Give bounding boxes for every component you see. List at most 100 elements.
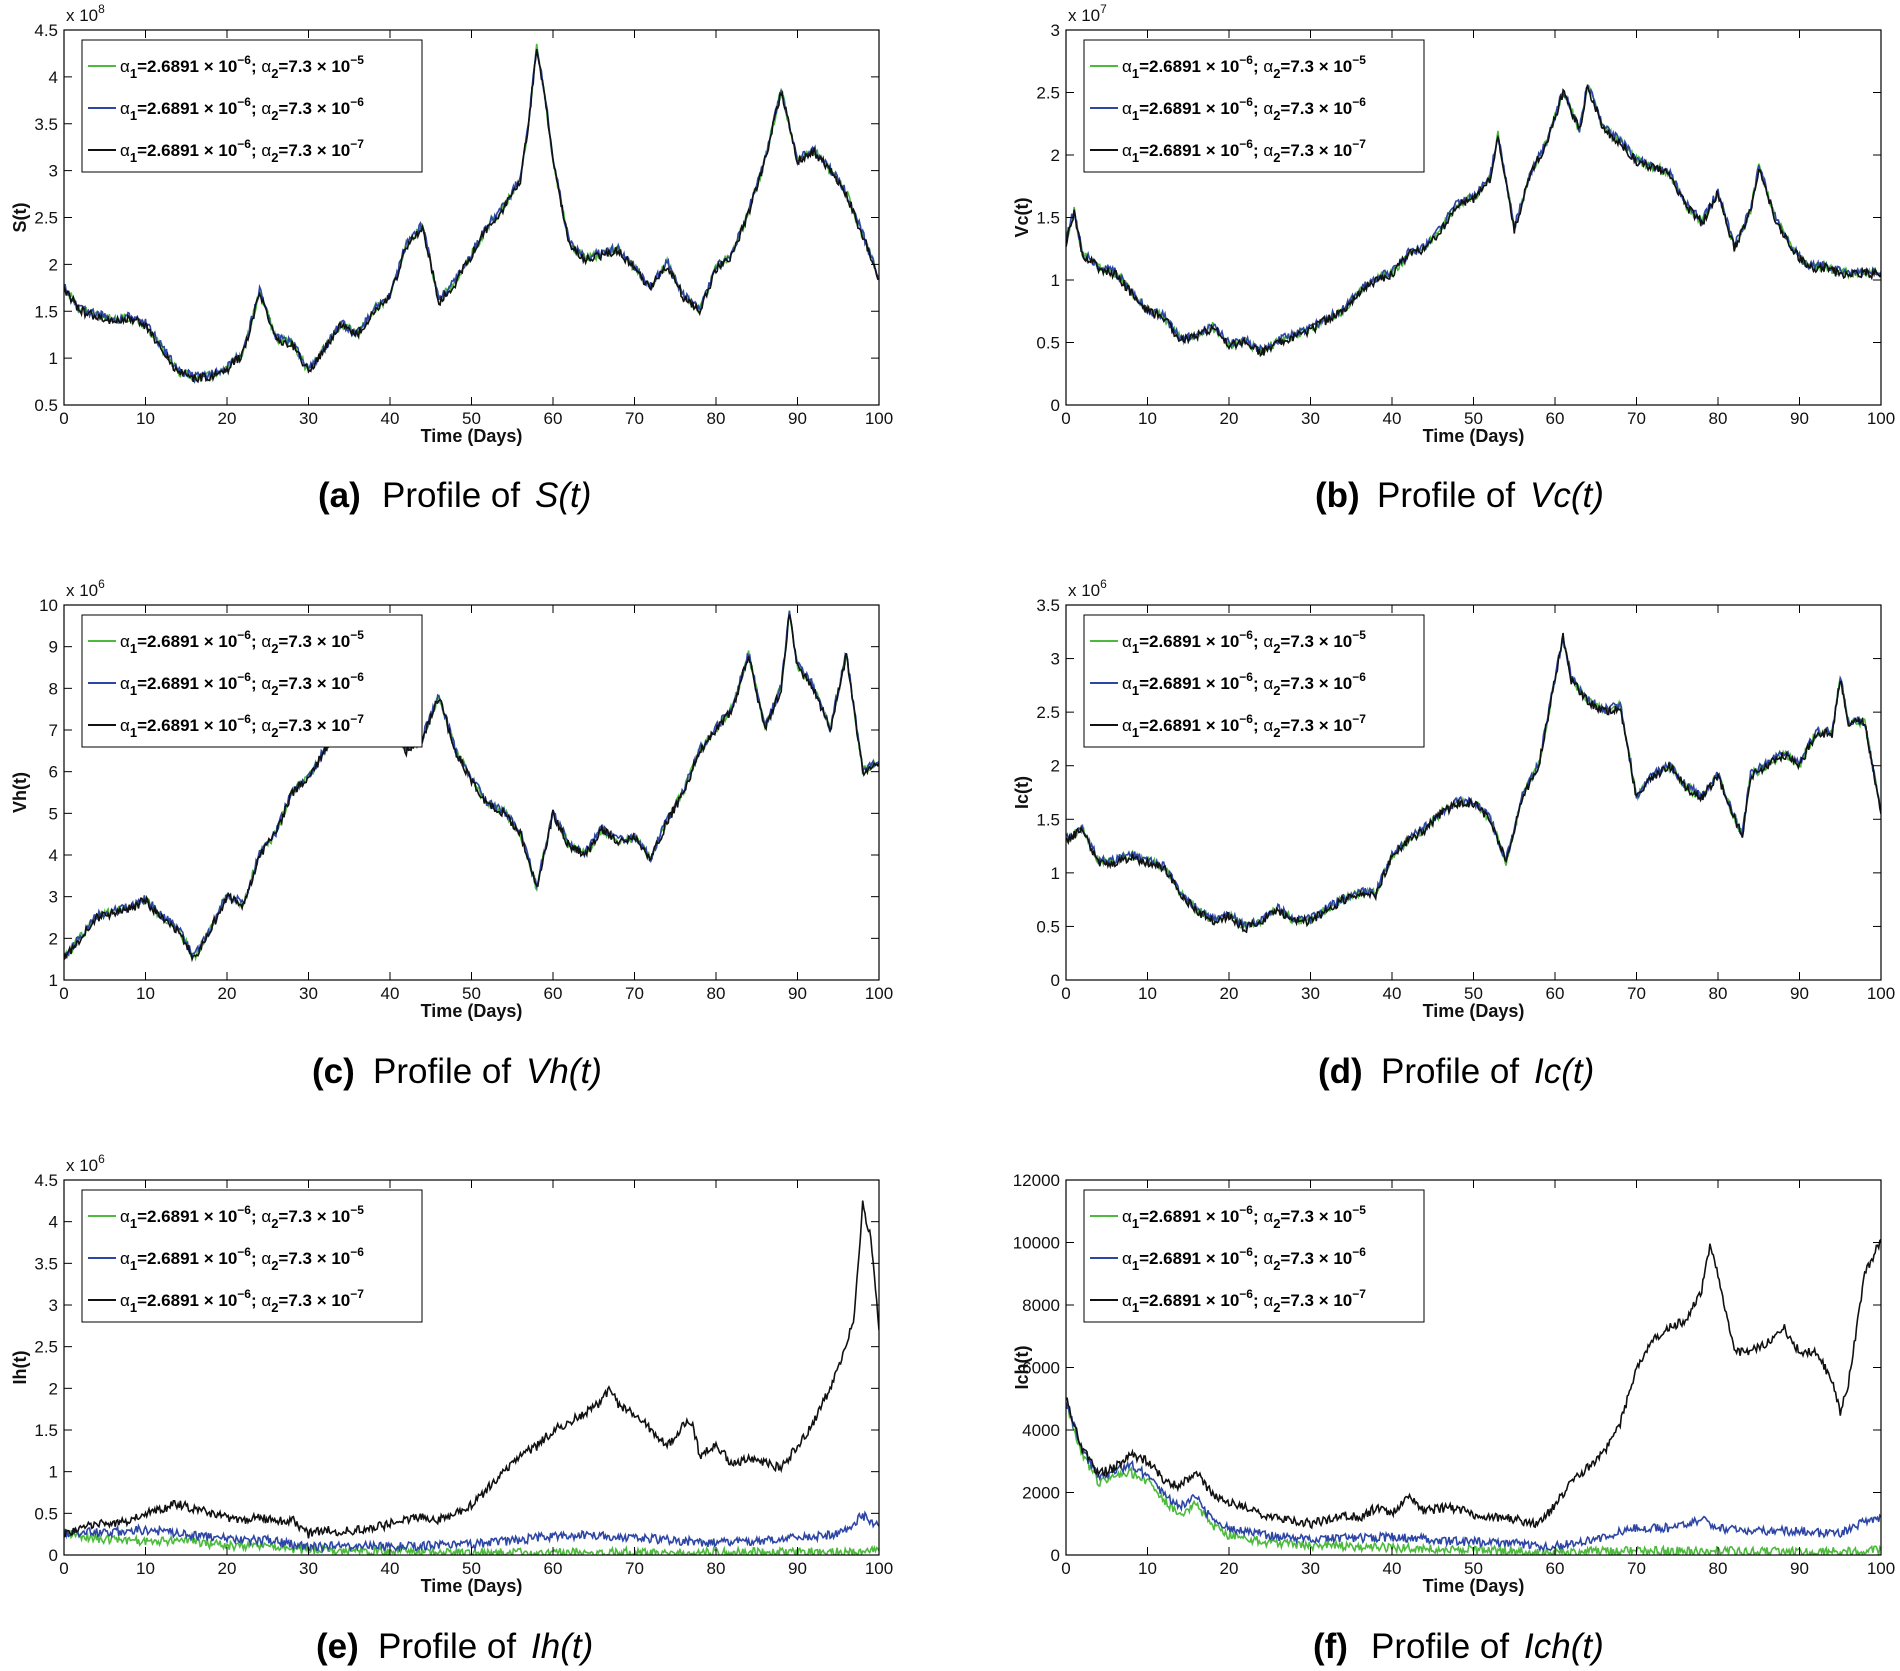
caption-letter-b: (b) xyxy=(1315,476,1360,515)
y-tick-label: 8 xyxy=(49,679,58,698)
caption-math-d: Ic(t) xyxy=(1534,1052,1594,1091)
y-tick-label: 1 xyxy=(1051,271,1060,290)
y-tick-label: 2000 xyxy=(1022,1484,1060,1503)
alpha-value: =2.6891 × 10 xyxy=(137,57,237,76)
alpha-subscript: 1 xyxy=(130,1300,137,1315)
caption-letter-c: (c) xyxy=(312,1052,355,1091)
x-tick-label: 60 xyxy=(1546,984,1565,1003)
legend-separator: ; xyxy=(251,674,261,693)
alpha-exponent: −6 xyxy=(237,628,251,642)
alpha-exponent: −7 xyxy=(350,1287,364,1301)
caption-text-f: Profile of xyxy=(1371,1627,1509,1666)
series-line-black xyxy=(64,48,879,384)
legend-separator: ; xyxy=(1253,57,1263,76)
x-tick-label: 70 xyxy=(1627,409,1646,428)
panel-e: 0 10 20 30 40 50 60 70 80 90 100 0 0.5 1 1.5 2 2.5 3 3.5 4 4… xyxy=(10,1152,893,1666)
legend: α1=2.6891 × 10−6; α2=7.3 × 10−5α1=2.6891… xyxy=(81,39,423,173)
alpha-value: =7.3 × 10 xyxy=(1280,57,1352,76)
legend-separator: ; xyxy=(251,99,261,118)
alpha-subscript: 1 xyxy=(1132,1300,1139,1315)
y-tick-label: 3.5 xyxy=(34,115,58,134)
x-tick-label: 70 xyxy=(1627,984,1646,1003)
legend-label: α1=2.6891 × 10−6; α2=7.3 × 10−5 xyxy=(1122,1203,1366,1231)
alpha-symbol: α xyxy=(120,674,130,693)
legend-label: α1=2.6891 × 10−6; α2=7.3 × 10−5 xyxy=(120,53,364,81)
sci-multiplier: x 107 xyxy=(1068,2,1107,25)
x-tick-label: 70 xyxy=(625,1559,644,1578)
y-tick-label: 9 xyxy=(49,638,58,657)
alpha-subscript: 2 xyxy=(1273,1258,1280,1273)
panel-b: 0 10 20 30 40 50 60 70 80 90 100 0 0.5 1 1.5 2 2.5 3 Time … xyxy=(1012,2,1895,515)
caption-math-b: Vc(t) xyxy=(1530,476,1604,515)
x-tick-label: 40 xyxy=(1383,1559,1402,1578)
x-tick-label: 0 xyxy=(59,1559,68,1578)
x-tick-label: 90 xyxy=(788,984,807,1003)
x-tick-label: 20 xyxy=(1220,409,1239,428)
alpha-symbol: α xyxy=(261,1291,271,1310)
alpha-symbol: α xyxy=(1122,141,1132,160)
x-tick-label: 80 xyxy=(1709,409,1728,428)
y-tick-label: 10 xyxy=(39,596,58,615)
alpha-exponent: −7 xyxy=(1352,137,1366,151)
alpha-subscript: 2 xyxy=(271,1216,278,1231)
alpha-symbol: α xyxy=(120,716,130,735)
alpha-exponent: −6 xyxy=(350,95,364,109)
sci-multiplier: x 106 xyxy=(66,577,105,600)
x-tick-label: 60 xyxy=(544,984,563,1003)
sci-exponent: 6 xyxy=(98,577,105,591)
legend-label: α1=2.6891 × 10−6; α2=7.3 × 10−7 xyxy=(120,712,364,740)
legend-separator: ; xyxy=(1253,1249,1263,1268)
alpha-exponent: −5 xyxy=(1352,628,1366,642)
legend-box xyxy=(81,614,423,748)
series-group xyxy=(64,43,879,384)
alpha-subscript: 1 xyxy=(130,150,137,165)
alpha-subscript: 2 xyxy=(1273,725,1280,740)
caption-text-d: Profile of xyxy=(1381,1052,1519,1091)
series-group xyxy=(64,610,879,963)
alpha-symbol: α xyxy=(1263,674,1273,693)
alpha-symbol: α xyxy=(1122,1207,1132,1226)
alpha-value: =7.3 × 10 xyxy=(278,99,350,118)
alpha-value: =2.6891 × 10 xyxy=(1139,57,1239,76)
alpha-symbol: α xyxy=(1122,632,1132,651)
y-tick-label: 1 xyxy=(49,349,58,368)
x-tick-label: 100 xyxy=(865,984,893,1003)
panel-d: 0 10 20 30 40 50 60 70 80 90 100 0 0.5 1 1.5 2 2.5 3 3.5 Ti… xyxy=(1012,577,1895,1091)
alpha-value: =2.6891 × 10 xyxy=(1139,632,1239,651)
y-tick-label: 4 xyxy=(49,1213,58,1232)
x-tick-label: 80 xyxy=(707,1559,726,1578)
alpha-value: =2.6891 × 10 xyxy=(137,141,237,160)
legend-label: α1=2.6891 × 10−6; α2=7.3 × 10−6 xyxy=(120,1245,364,1273)
alpha-value: =7.3 × 10 xyxy=(278,674,350,693)
x-tick-label: 30 xyxy=(1301,1559,1320,1578)
alpha-exponent: −7 xyxy=(350,137,364,151)
alpha-subscript: 2 xyxy=(271,725,278,740)
legend-label: α1=2.6891 × 10−6; α2=7.3 × 10−7 xyxy=(120,1287,364,1315)
x-tick-label: 0 xyxy=(1061,409,1070,428)
alpha-exponent: −6 xyxy=(1239,1287,1253,1301)
alpha-exponent: −6 xyxy=(237,712,251,726)
alpha-symbol: α xyxy=(1263,632,1273,651)
alpha-subscript: 2 xyxy=(271,150,278,165)
panel-c: 0 10 20 30 40 50 60 70 80 90 100 1 2 3 4 5 6 7 8 9 10 Time (D… xyxy=(10,577,893,1091)
alpha-exponent: −5 xyxy=(1352,53,1366,67)
alpha-subscript: 1 xyxy=(130,725,137,740)
alpha-value: =2.6891 × 10 xyxy=(1139,716,1239,735)
legend-box xyxy=(1083,1189,1425,1323)
x-tick-label: 40 xyxy=(381,984,400,1003)
x-tick-label: 20 xyxy=(1220,1559,1239,1578)
y-tick-label: 2 xyxy=(49,929,58,948)
alpha-subscript: 2 xyxy=(1273,1300,1280,1315)
caption-letter-a: (a) xyxy=(318,476,361,515)
alpha-subscript: 1 xyxy=(130,641,137,656)
y-tick-label: 1.5 xyxy=(34,1421,58,1440)
alpha-symbol: α xyxy=(261,716,271,735)
x-tick-label: 60 xyxy=(1546,409,1565,428)
x-tick-label: 20 xyxy=(1220,984,1239,1003)
y-tick-label: 10000 xyxy=(1013,1234,1060,1253)
alpha-subscript: 1 xyxy=(130,66,137,81)
alpha-value: =7.3 × 10 xyxy=(278,716,350,735)
legend: α1=2.6891 × 10−6; α2=7.3 × 10−5α1=2.6891… xyxy=(1083,39,1425,173)
alpha-exponent: −6 xyxy=(350,670,364,684)
